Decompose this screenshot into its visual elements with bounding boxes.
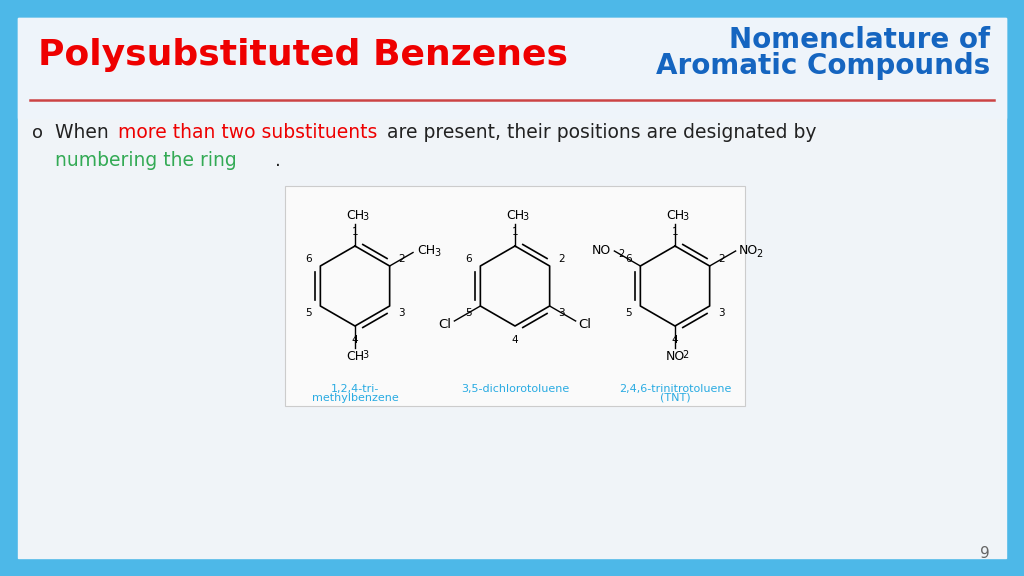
Text: 3: 3 [719,308,725,318]
Text: 5: 5 [305,308,311,318]
Bar [285,186,745,406]
Text: 3: 3 [398,308,406,318]
Text: Polysubstituted Benzenes: Polysubstituted Benzenes [38,38,568,72]
Text: 2: 2 [757,249,763,259]
Text: 3: 3 [522,212,528,222]
Text: CH: CH [346,350,365,363]
Text: Aromatic Compounds: Aromatic Compounds [655,52,990,80]
Text: NO: NO [592,244,611,256]
Text: 4: 4 [351,335,358,345]
Text: 3: 3 [362,350,368,360]
Bar [18,18,1006,118]
Text: 3: 3 [682,212,688,222]
Text: 2: 2 [618,249,625,259]
Text: more than two substituents: more than two substituents [118,123,378,142]
Text: 6: 6 [305,254,311,264]
Text: 2: 2 [398,254,406,264]
Text: methylbenzene: methylbenzene [311,393,398,403]
Text: NO: NO [666,350,685,363]
Text: 2,4,6-trinitrotoluene: 2,4,6-trinitrotoluene [618,384,731,394]
Text: 1: 1 [672,227,678,237]
Text: 1,2,4-tri-: 1,2,4-tri- [331,384,379,394]
Text: 4: 4 [512,335,518,345]
Text: 6: 6 [625,254,632,264]
Text: 3: 3 [362,212,368,222]
Text: Cl: Cl [438,317,452,331]
Text: are present, their positions are designated by: are present, their positions are designa… [381,123,816,142]
Text: 5: 5 [625,308,632,318]
Text: When: When [55,123,115,142]
Text: numbering the ring: numbering the ring [55,151,237,170]
Text: 1: 1 [512,227,518,237]
Text: NO: NO [738,244,758,256]
Text: Nomenclature of: Nomenclature of [729,26,990,54]
Text: .: . [275,151,281,170]
Text: CH: CH [506,209,524,222]
Text: 2: 2 [682,350,688,360]
Text: 2: 2 [719,254,725,264]
Text: CH: CH [417,244,435,257]
Text: 4: 4 [672,335,678,345]
Text: 1: 1 [351,227,358,237]
Text: 3: 3 [434,248,440,259]
Text: CH: CH [346,209,365,222]
Text: o: o [32,124,43,142]
Text: 2: 2 [558,254,565,264]
Text: Cl: Cl [579,317,592,331]
Text: CH: CH [666,209,684,222]
Text: 3,5-dichlorotoluene: 3,5-dichlorotoluene [461,384,569,394]
Text: 9: 9 [980,547,990,562]
Text: 3: 3 [558,308,565,318]
Text: (TNT): (TNT) [659,393,690,403]
Text: 5: 5 [465,308,471,318]
Text: 6: 6 [465,254,471,264]
